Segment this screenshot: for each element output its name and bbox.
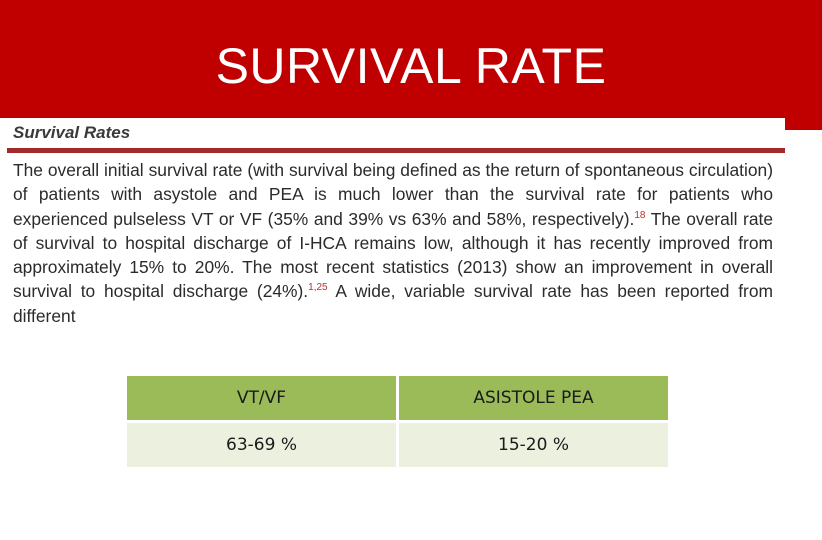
header-asistole-pea: ASISTOLE PEA	[396, 373, 671, 423]
title-bar	[0, 0, 822, 118]
header-vt-vf: VT/VF	[124, 373, 399, 423]
article-excerpt: Survival Rates The overall initial survi…	[7, 118, 785, 326]
slide-title: SURVIVAL RATE	[215, 38, 607, 94]
cell-vt-vf-rate: 63-69 %	[124, 420, 399, 470]
excerpt-heading: Survival Rates	[13, 123, 131, 142]
excerpt-paragraph: The overall initial survival rate (with …	[13, 158, 773, 328]
cell-asistole-pea-rate: 15-20 %	[396, 420, 671, 470]
citation-ref-2: 1,25	[308, 282, 328, 294]
citation-ref-1: 18	[634, 209, 646, 221]
table-header-row: VT/VF ASISTOLE PEA	[124, 373, 671, 423]
excerpt-divider	[7, 148, 785, 153]
survival-table: VT/VF ASISTOLE PEA 63-69 % 15-20 %	[124, 373, 671, 470]
excerpt-text-part2: The overall rate of survival to hospital…	[13, 208, 773, 302]
excerpt-text-part3: A wide, variable survival rate has been …	[13, 281, 773, 326]
title-bar-edge	[785, 118, 822, 130]
table-row: 63-69 % 15-20 %	[124, 420, 671, 470]
excerpt-text-part1: The overall initial survival rate (with …	[13, 160, 773, 229]
